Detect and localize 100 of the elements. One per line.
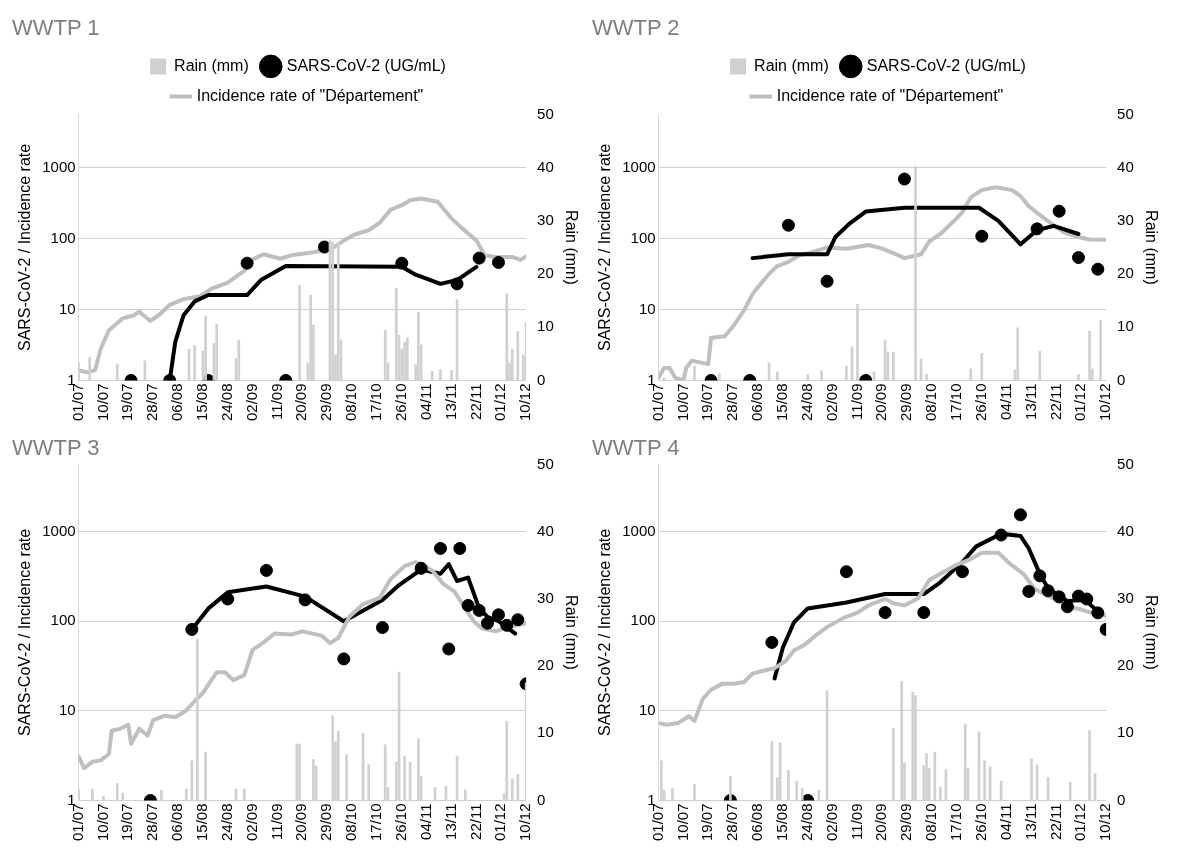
point — [1060, 600, 1074, 614]
x-tick-label: 28/07 — [723, 383, 741, 422]
y2-tick-label: 20 — [1117, 264, 1134, 282]
y2-tick-label: 10 — [1117, 317, 1134, 335]
y2-tick-label: 50 — [537, 104, 554, 122]
x-tick-label: 20/09 — [872, 383, 890, 422]
y-tick-label: 100 — [50, 228, 76, 246]
legend-label: Incidence rate of "Département" — [776, 86, 1004, 104]
x-tick-label: 26/10 — [971, 803, 989, 842]
point — [917, 606, 931, 620]
x-tick-label: 22/11 — [466, 383, 484, 420]
x-tick-label: 26/10 — [971, 383, 989, 422]
x-tick-label: 19/07 — [118, 803, 136, 842]
y2-tick-label: 50 — [1117, 454, 1134, 472]
chart-title: WWTP 3 — [12, 435, 100, 461]
x-tick-label: 19/07 — [698, 383, 716, 422]
x-tick-label: 04/11 — [416, 383, 434, 420]
point — [839, 565, 853, 579]
x-tick-label: 02/09 — [822, 803, 840, 842]
x-tick-label: 15/08 — [773, 383, 791, 422]
point — [461, 598, 475, 612]
y-tick-label: 1000 — [42, 521, 76, 539]
x-tick-label: 10/07 — [673, 803, 691, 842]
x-tick-label: 11/09 — [267, 383, 285, 420]
y2-axis-title: Rain (mm) — [1142, 210, 1160, 285]
x-tick-label: 06/08 — [748, 803, 766, 842]
x-tick-label: 04/11 — [996, 383, 1014, 420]
legend-label: SARS-CoV-2 (UG/mL) — [866, 56, 1026, 74]
x-tick-label: 20/09 — [872, 803, 890, 842]
y-tick-label: 10 — [58, 299, 76, 317]
y2-tick-label: 0 — [1117, 790, 1126, 808]
point — [1022, 584, 1036, 598]
y2-tick-label: 30 — [537, 588, 554, 606]
y-tick-label: 10 — [638, 700, 656, 718]
point — [1013, 508, 1027, 522]
point — [433, 541, 447, 555]
y-tick-label: 100 — [50, 611, 76, 629]
x-tick-label: 13/11 — [441, 383, 459, 420]
legend-label: SARS-CoV-2 (UG/mL) — [286, 56, 446, 74]
point — [480, 616, 494, 630]
y-tick-label: 100 — [630, 228, 656, 246]
point — [511, 613, 525, 627]
point — [1041, 584, 1055, 598]
x-tick-label: 24/08 — [217, 383, 235, 422]
x-tick-label: 17/10 — [947, 803, 965, 842]
x-tick-label: 04/11 — [996, 803, 1014, 840]
x-tick-label: 04/11 — [416, 803, 434, 840]
point — [453, 541, 467, 555]
x-tick-label: 28/07 — [143, 803, 161, 842]
point — [221, 592, 235, 606]
point — [878, 606, 892, 620]
x-tick-label: 20/09 — [292, 803, 310, 842]
chart-title: WWTP 1 — [12, 15, 100, 41]
x-tick-label: 13/11 — [441, 803, 459, 840]
x-tick-label: 02/09 — [242, 383, 260, 422]
point — [500, 618, 514, 632]
y2-tick-label: 20 — [537, 264, 554, 282]
point — [975, 229, 989, 243]
x-tick-label: 26/10 — [391, 383, 409, 422]
x-tick-label: 13/11 — [1021, 803, 1039, 840]
y2-tick-label: 10 — [1117, 723, 1134, 741]
point — [1080, 592, 1094, 606]
point — [1071, 251, 1085, 265]
point — [298, 593, 312, 607]
x-tick-label: 29/09 — [897, 803, 915, 842]
x-tick-label: 22/11 — [1046, 383, 1064, 420]
chart-title: WWTP 2 — [592, 15, 680, 41]
y2-tick-label: 10 — [537, 317, 554, 335]
y2-tick-label: 10 — [537, 723, 554, 741]
x-tick-label: 19/07 — [698, 803, 716, 842]
x-tick-label: 06/08 — [748, 383, 766, 422]
y-axis-title: SARS-CoV-2 / Incidence rate — [16, 143, 34, 352]
chart-title: WWTP 4 — [592, 435, 680, 461]
x-tick-label: 10/12 — [1096, 383, 1114, 422]
point — [442, 642, 456, 656]
y2-tick-label: 30 — [1117, 210, 1134, 228]
y2-tick-label: 20 — [537, 656, 554, 674]
x-tick-label: 02/09 — [822, 383, 840, 422]
y2-tick-label: 0 — [1117, 370, 1126, 388]
x-tick-label: 17/10 — [367, 803, 385, 842]
point — [472, 603, 486, 617]
x-tick-label: 22/11 — [466, 803, 484, 840]
x-tick-label: 01/12 — [491, 803, 509, 842]
x-tick-label: 11/09 — [847, 803, 865, 840]
y2-tick-label: 40 — [1117, 157, 1134, 175]
y2-axis-title: Rain (mm) — [1142, 595, 1160, 670]
y-tick-label: 10 — [58, 700, 76, 718]
point — [1091, 262, 1105, 276]
x-tick-label: 13/11 — [1021, 383, 1039, 420]
x-tick-label: 15/08 — [193, 383, 211, 422]
x-tick-label: 08/10 — [342, 803, 360, 842]
x-tick-label: 01/12 — [491, 383, 509, 422]
x-tick-label: 28/07 — [723, 803, 741, 842]
point — [781, 218, 795, 232]
x-tick-label: 10/12 — [516, 383, 534, 422]
x-tick-label: 08/10 — [922, 803, 940, 842]
x-tick-label: 29/09 — [317, 803, 335, 842]
point — [259, 563, 273, 577]
point — [1030, 222, 1044, 236]
y2-tick-label: 40 — [537, 157, 554, 175]
